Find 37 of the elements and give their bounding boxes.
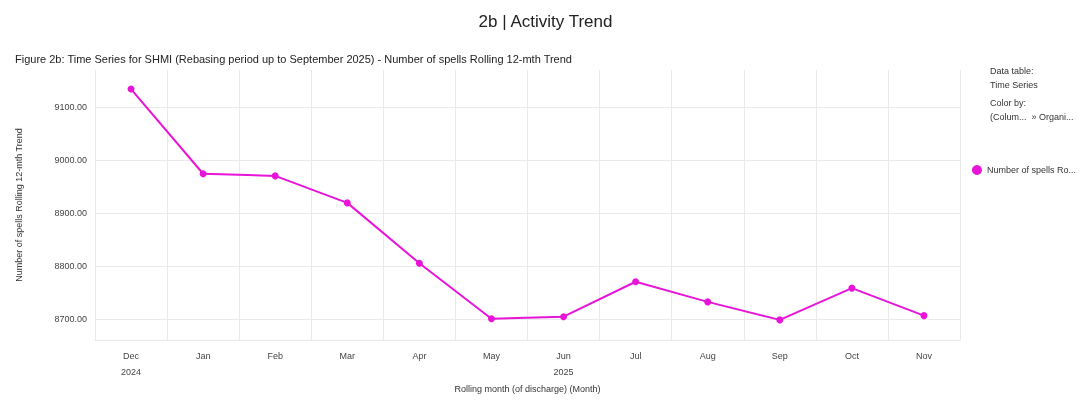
x-tick-label: Nov	[915, 351, 933, 361]
point	[415, 259, 423, 267]
point	[343, 199, 351, 207]
text: Time Series	[990, 79, 1039, 90]
x-tick-label: May	[482, 351, 501, 361]
x-tick-label: Feb	[267, 351, 283, 361]
x-tick-label: Jan	[195, 351, 211, 361]
y-tick-label: 8800.00	[54, 260, 87, 271]
y-tick-label: 8900.00	[54, 207, 87, 218]
y-tick-label: 9000.00	[54, 155, 87, 165]
point	[199, 170, 207, 178]
x-tick-label: Aug	[699, 351, 716, 361]
point	[632, 278, 640, 286]
text: (Colum... » Organi...	[990, 111, 1074, 122]
text: Data table:	[990, 65, 1034, 76]
x-tick-label: Mar	[339, 351, 356, 361]
point	[704, 298, 712, 306]
x-tick-label: Jun 2025	[553, 351, 574, 377]
x-tick-label: Apr	[412, 351, 427, 361]
x-tick-label: Dec 2024	[121, 351, 142, 377]
legend-label: Number of spells Ro...	[986, 165, 1077, 175]
point	[776, 316, 784, 324]
x-axis-title: Rolling month (of discharge) (Month)	[454, 384, 601, 395]
y-tick-label: 9100.00	[54, 102, 87, 113]
y-axis-title: Number of spells Rolling 12-mth Trend	[13, 128, 24, 282]
y-tick-label: 8700.00	[54, 313, 87, 324]
chart-title: 2b | Activity Trend	[478, 12, 613, 31]
point	[848, 284, 856, 292]
text: Color by:	[990, 97, 1027, 108]
point	[560, 313, 568, 321]
point	[271, 172, 279, 180]
point	[920, 312, 928, 320]
chart-subtitle: Figure 2b: Time Series for SHMI (Rebasing period up to September 2025) - Number of spells Rolling 12-mth Trend	[15, 52, 572, 65]
point	[487, 315, 495, 323]
x-tick-label: Sep	[771, 351, 788, 361]
x-tick-label: Jul	[629, 351, 642, 361]
x-tick-label: Oct	[844, 351, 860, 361]
